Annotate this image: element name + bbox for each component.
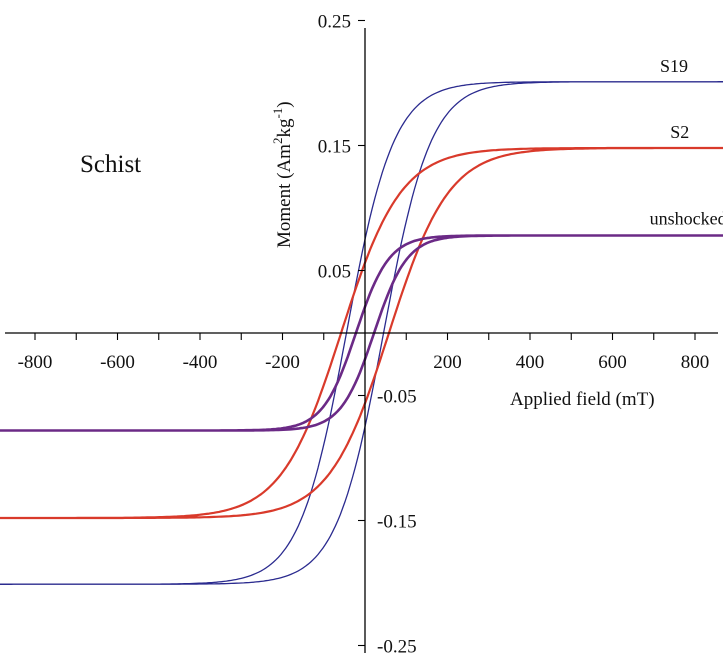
y-axis-title-end: ) <box>274 101 295 107</box>
y-axis-title: Moment (Am2kg-1) <box>270 101 295 248</box>
series-curve-S19 <box>0 81 723 585</box>
axes-layer <box>5 28 718 653</box>
series-curve-unshocked <box>0 234 723 432</box>
x-tick-label: -400 <box>183 352 218 373</box>
series-label-S2: S2 <box>670 122 689 142</box>
panel-label: Schist <box>80 151 141 178</box>
y-tick-label: -0.15 <box>377 512 417 533</box>
curves-layer <box>0 81 723 585</box>
x-tick-label: 800 <box>681 352 710 373</box>
series-label-unshocked: unshocked <box>650 208 723 228</box>
y-tick-label: -0.25 <box>377 637 417 658</box>
x-axis-title: Applied field (mT) <box>510 389 655 410</box>
y-tick-label: 0.25 <box>318 12 351 33</box>
series-labels-layer: S19 S2 unshocked <box>650 56 723 229</box>
x-tick-label: 400 <box>516 352 545 373</box>
series-curve-S2 <box>0 146 723 520</box>
ticks-layer: -800 -600 -400 -200 200 400 600 800 0.25 0.15 0.05… <box>18 12 710 658</box>
y-tick-label: 0.15 <box>318 137 351 158</box>
x-tick-label: -800 <box>18 352 53 373</box>
y-tick-label: -0.05 <box>377 387 417 408</box>
x-tick-label: 600 <box>598 352 627 373</box>
y-tick-label: 0.05 <box>318 262 351 283</box>
x-tick-label: -600 <box>100 352 135 373</box>
y-axis-title-sup2: -1 <box>270 108 285 119</box>
x-tick-label: 200 <box>433 352 462 373</box>
y-axis-title-sup1: 2 <box>270 138 285 145</box>
series-label-S19: S19 <box>660 56 688 76</box>
y-axis-title-mid: kg <box>274 118 295 138</box>
x-tick-label: -200 <box>265 352 300 373</box>
y-axis-title-main: Moment (Am <box>274 144 295 248</box>
